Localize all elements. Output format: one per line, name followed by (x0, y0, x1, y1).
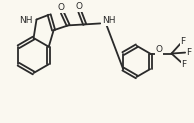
Text: NH: NH (19, 16, 33, 25)
Text: F: F (181, 37, 186, 46)
Text: O: O (75, 2, 82, 11)
Text: O: O (58, 3, 65, 12)
Text: F: F (186, 48, 191, 57)
Text: F: F (182, 60, 187, 69)
Text: O: O (155, 45, 162, 54)
Text: NH: NH (102, 16, 116, 25)
